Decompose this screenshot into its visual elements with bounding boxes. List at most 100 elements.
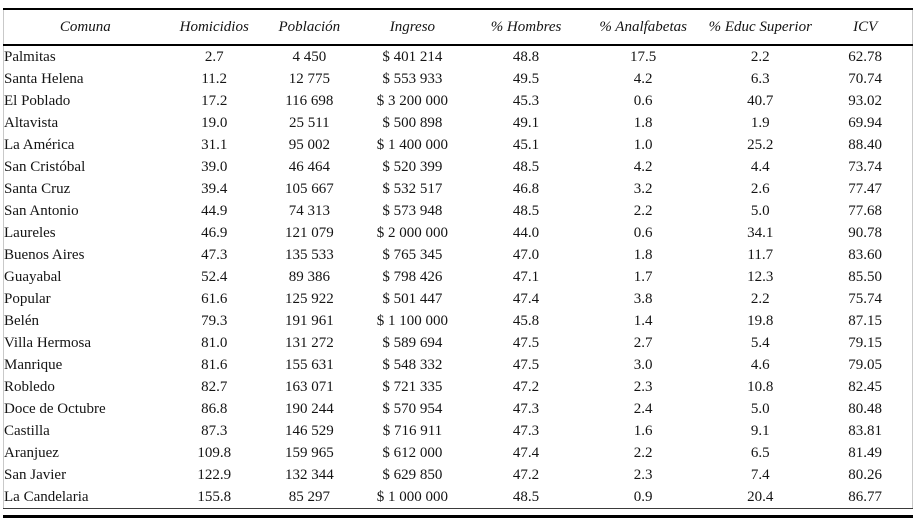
cell-homicidios: 44.9 <box>201 202 228 219</box>
header-row: Comuna Homicidios Población Ingreso% Hombre… <box>3 9 913 46</box>
cell-icv: 70.74 <box>848 70 883 87</box>
cell-comuna: Castilla <box>4 422 50 439</box>
cell-pct_educ_superior: 25.2 <box>747 136 774 153</box>
cell-ingreso: $ 765 345 <box>382 246 443 263</box>
column-header-poblacion: Población <box>261 9 357 46</box>
table-row: Buenos Aires 47.3 135 533 $ 765 345 47.0 1.8 1… <box>4 244 913 266</box>
cell-pct_hombres: 48.5 <box>512 202 540 219</box>
table-row: Castilla 87.3 146 529 $ 716 911 47.3 1.6 9.1 83… <box>4 420 913 442</box>
table-row: San Cristóbal 39.0 46 464 $ 520 399 48.5 4.2 4… <box>4 156 913 178</box>
cell-pct_hombres: 48.8 <box>512 48 540 65</box>
cell-pct_analfabetas: 1.8 <box>633 114 653 131</box>
cell-pct_analfabetas: 2.7 <box>633 334 653 351</box>
cell-pct_educ_superior: 6.5 <box>750 444 770 461</box>
cell-poblacion: 146 529 <box>284 422 334 439</box>
cell-comuna: Aranjuez <box>4 444 59 461</box>
cell-pct_analfabetas: 2.2 <box>633 202 653 219</box>
cell-ingreso: $ 570 954 <box>382 400 443 417</box>
cell-comuna: Popular <box>4 290 51 307</box>
cell-pct_educ_superior: 20.4 <box>747 488 774 505</box>
cell-pct_hombres: 45.3 <box>512 92 540 109</box>
table-row: Villa Hermosa 81.0 131 272 $ 589 694 47.5 2.7… <box>4 332 913 354</box>
table-row: Doce de Octubre 86.8 190 244 $ 570 954 47.3 2… <box>4 398 913 420</box>
cell-ingreso: $ 1 400 000 <box>376 136 449 153</box>
table-row: Laureles 46.9 121 079 $ 2 000 000 44.0 0.6 34.… <box>4 222 913 244</box>
cell-ingreso: $ 573 948 <box>382 202 443 219</box>
cell-icv: 80.48 <box>848 400 883 417</box>
cell-ingreso: $ 3 200 000 <box>376 92 449 109</box>
cell-pct_educ_superior: 4.6 <box>750 356 770 373</box>
cell-pct_analfabetas: 1.0 <box>633 136 653 153</box>
cell-pct_hombres: 46.8 <box>512 180 540 197</box>
cell-ingreso: $ 553 933 <box>382 70 443 87</box>
table-row: Manrique 81.6 155 631 $ 548 332 47.5 3.0 4.6 79… <box>4 354 913 376</box>
cell-comuna: Santa Helena <box>4 70 84 87</box>
cell-icv: 88.40 <box>848 136 883 153</box>
cell-poblacion: 105 667 <box>284 180 334 197</box>
cell-pct_analfabetas: 1.8 <box>633 246 653 263</box>
cell-homicidios: 109.8 <box>197 444 232 461</box>
cell-icv: 80.26 <box>848 466 883 483</box>
cell-homicidios: 155.8 <box>197 488 232 505</box>
cell-poblacion: 89 386 <box>288 268 330 285</box>
cell-comuna: San Javier <box>4 466 67 483</box>
cell-homicidios: 81.6 <box>201 356 228 373</box>
cell-pct_educ_superior: 1.9 <box>750 114 770 131</box>
cell-poblacion: 132 344 <box>284 466 334 483</box>
cell-pct_analfabetas: 3.0 <box>633 356 653 373</box>
cell-homicidios: 82.7 <box>201 378 228 395</box>
cell-pct_hombres: 44.0 <box>512 224 540 241</box>
column-header-pct_analfabetas: % Analfabetas <box>584 9 703 46</box>
cell-pct_analfabetas: 2.3 <box>633 378 653 395</box>
cell-homicidios: 46.9 <box>201 224 228 241</box>
cell-ingreso: $ 501 447 <box>382 290 443 307</box>
cell-poblacion: 121 079 <box>284 224 334 241</box>
cell-pct_analfabetas: 3.2 <box>633 180 653 197</box>
cell-homicidios: 11.2 <box>201 70 228 87</box>
cell-pct_hombres: 47.3 <box>512 400 540 417</box>
cell-pct_hombres: 45.8 <box>512 312 540 329</box>
table-row: Altavista 19.0 25 511 $ 500 898 49.1 1.8 1.9 69… <box>4 112 913 134</box>
cell-pct_educ_superior: 5.0 <box>750 400 770 417</box>
cell-icv: 82.45 <box>848 378 883 395</box>
cell-pct_educ_superior: 19.8 <box>747 312 774 329</box>
cell-icv: 83.60 <box>848 246 883 263</box>
cell-pct_hombres: 45.1 <box>512 136 540 153</box>
cell-pct_educ_superior: 12.3 <box>747 268 774 285</box>
cell-icv: 77.47 <box>848 180 883 197</box>
cell-comuna: San Antonio <box>4 202 79 219</box>
cell-poblacion: 25 511 <box>288 114 330 131</box>
cell-icv: 85.50 <box>848 268 883 285</box>
cell-comuna: Belén <box>4 312 39 329</box>
cell-comuna: Villa Hermosa <box>4 334 91 351</box>
cell-poblacion: 95 002 <box>288 136 330 153</box>
cell-homicidios: 81.0 <box>201 334 228 351</box>
cell-ingreso: $ 716 911 <box>382 422 443 439</box>
cell-ingreso: $ 721 335 <box>382 378 443 395</box>
table-row: Palmitas 2.7 4 450 $ 401 214 48.8 17.5 2.2 62.7… <box>4 45 913 68</box>
cell-poblacion: 12 775 <box>288 70 330 87</box>
cell-icv: 79.05 <box>848 356 883 373</box>
cell-poblacion: 4 450 <box>292 48 327 65</box>
table-row: La América 31.1 95 002 $ 1 400 000 45.1 1.0 25… <box>4 134 913 156</box>
column-header-comuna: Comuna <box>3 9 167 46</box>
cell-icv: 87.15 <box>848 312 883 329</box>
table-row: El Poblado 17.2 116 698 $ 3 200 000 45.3 0.6 4… <box>4 90 913 112</box>
cell-pct_hombres: 48.5 <box>512 488 540 505</box>
cell-ingreso: $ 532 517 <box>382 180 443 197</box>
cell-pct_analfabetas: 2.2 <box>633 444 653 461</box>
cell-homicidios: 39.4 <box>201 180 228 197</box>
cell-homicidios: 19.0 <box>201 114 228 131</box>
cell-icv: 79.15 <box>848 334 883 351</box>
cell-icv: 90.78 <box>848 224 883 241</box>
cell-homicidios: 31.1 <box>201 136 228 153</box>
comunas-statistics-table: Comuna Homicidios Población Ingreso% Hombre… <box>3 8 913 509</box>
table-body: Palmitas 2.7 4 450 $ 401 214 48.8 17.5 2.2 62.7… <box>4 45 913 509</box>
cell-pct_educ_superior: 2.2 <box>750 290 770 307</box>
cell-ingreso: $ 2 000 000 <box>376 224 449 241</box>
cell-homicidios: 87.3 <box>201 422 228 439</box>
cell-ingreso: $ 798 426 <box>382 268 443 285</box>
cell-icv: 83.81 <box>848 422 883 439</box>
cell-pct_educ_superior: 7.4 <box>750 466 770 483</box>
